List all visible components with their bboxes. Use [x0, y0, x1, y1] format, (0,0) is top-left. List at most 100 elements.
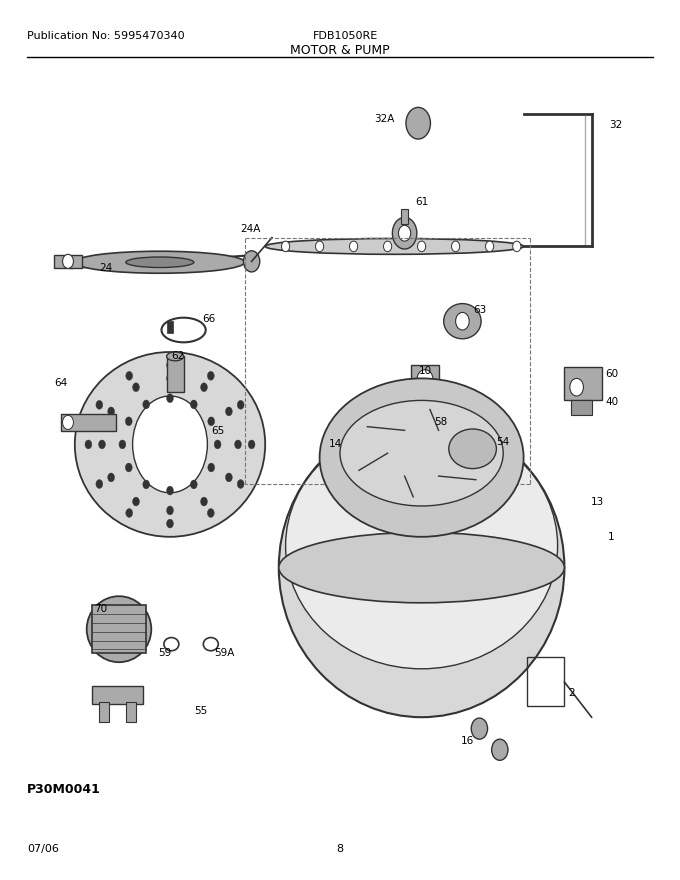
- Text: 24A: 24A: [240, 224, 260, 234]
- Circle shape: [125, 417, 132, 426]
- Circle shape: [471, 718, 488, 739]
- Text: 62: 62: [171, 351, 185, 362]
- Circle shape: [167, 486, 173, 495]
- Circle shape: [452, 241, 460, 252]
- Circle shape: [126, 509, 133, 517]
- FancyArrowPatch shape: [71, 255, 249, 268]
- Ellipse shape: [320, 378, 524, 537]
- Circle shape: [248, 440, 255, 449]
- Circle shape: [126, 371, 133, 380]
- Text: 32: 32: [609, 120, 622, 130]
- Ellipse shape: [75, 252, 245, 273]
- Bar: [61, 414, 116, 431]
- Circle shape: [63, 415, 73, 429]
- Bar: [571, 400, 592, 415]
- Circle shape: [167, 506, 173, 515]
- Circle shape: [384, 241, 392, 252]
- Circle shape: [107, 473, 114, 482]
- Bar: [167, 356, 184, 392]
- Text: 16: 16: [461, 736, 475, 746]
- Circle shape: [143, 480, 150, 488]
- Ellipse shape: [286, 422, 558, 669]
- Circle shape: [133, 383, 139, 392]
- Circle shape: [243, 251, 260, 272]
- Ellipse shape: [449, 429, 496, 468]
- Text: 1: 1: [607, 532, 614, 542]
- Circle shape: [492, 739, 508, 760]
- Text: 60: 60: [605, 369, 619, 379]
- Text: 13: 13: [590, 496, 604, 507]
- Circle shape: [237, 400, 244, 409]
- Text: 8: 8: [337, 844, 343, 854]
- Circle shape: [133, 396, 207, 493]
- Text: 58: 58: [434, 417, 447, 428]
- Ellipse shape: [444, 304, 481, 339]
- Text: 66: 66: [202, 313, 216, 324]
- Circle shape: [456, 312, 469, 330]
- Text: FDB1050RE: FDB1050RE: [313, 31, 378, 40]
- Bar: [92, 686, 143, 704]
- Circle shape: [570, 378, 583, 396]
- Circle shape: [208, 417, 215, 426]
- Text: 32A: 32A: [374, 114, 394, 124]
- Bar: [92, 605, 146, 653]
- Circle shape: [350, 241, 358, 252]
- Circle shape: [417, 370, 433, 391]
- Circle shape: [167, 519, 173, 528]
- Bar: [54, 255, 82, 268]
- Ellipse shape: [75, 352, 265, 537]
- Bar: [564, 367, 602, 400]
- Bar: [401, 209, 408, 224]
- Circle shape: [96, 400, 103, 409]
- Circle shape: [167, 374, 173, 383]
- Text: 65: 65: [211, 426, 224, 436]
- Text: 61: 61: [415, 197, 428, 208]
- Text: 24: 24: [99, 263, 112, 274]
- Ellipse shape: [265, 238, 524, 254]
- Circle shape: [392, 217, 417, 249]
- Text: 64: 64: [54, 378, 68, 388]
- Circle shape: [107, 407, 114, 416]
- Ellipse shape: [86, 597, 151, 663]
- Circle shape: [316, 241, 324, 252]
- Circle shape: [418, 241, 426, 252]
- Circle shape: [513, 241, 521, 252]
- Circle shape: [190, 480, 197, 488]
- Circle shape: [208, 463, 215, 472]
- Circle shape: [235, 440, 241, 449]
- Circle shape: [167, 394, 173, 403]
- Ellipse shape: [279, 418, 564, 717]
- Text: 54: 54: [496, 436, 510, 447]
- Ellipse shape: [167, 352, 184, 361]
- Text: 40: 40: [605, 397, 619, 407]
- Text: MOTOR & PUMP: MOTOR & PUMP: [290, 44, 390, 57]
- Circle shape: [282, 241, 290, 252]
- Circle shape: [406, 107, 430, 139]
- Circle shape: [119, 440, 126, 449]
- Circle shape: [201, 497, 207, 506]
- Text: 70: 70: [94, 604, 107, 614]
- Text: 59: 59: [158, 648, 172, 658]
- Circle shape: [201, 383, 207, 392]
- Circle shape: [398, 225, 411, 241]
- Text: 14: 14: [328, 439, 342, 450]
- Text: 07/06: 07/06: [27, 844, 59, 854]
- Circle shape: [167, 361, 173, 370]
- Circle shape: [214, 440, 221, 449]
- Circle shape: [226, 473, 233, 482]
- Text: 59A: 59A: [214, 648, 235, 658]
- Text: 55: 55: [194, 706, 207, 716]
- Bar: [167, 321, 173, 333]
- Circle shape: [85, 440, 92, 449]
- Circle shape: [125, 463, 132, 472]
- Circle shape: [207, 371, 214, 380]
- Circle shape: [207, 509, 214, 517]
- Ellipse shape: [99, 610, 139, 649]
- Circle shape: [63, 254, 73, 268]
- Circle shape: [226, 407, 233, 416]
- Circle shape: [133, 497, 139, 506]
- Circle shape: [432, 424, 443, 438]
- Circle shape: [99, 440, 105, 449]
- Circle shape: [190, 400, 197, 409]
- Circle shape: [143, 400, 150, 409]
